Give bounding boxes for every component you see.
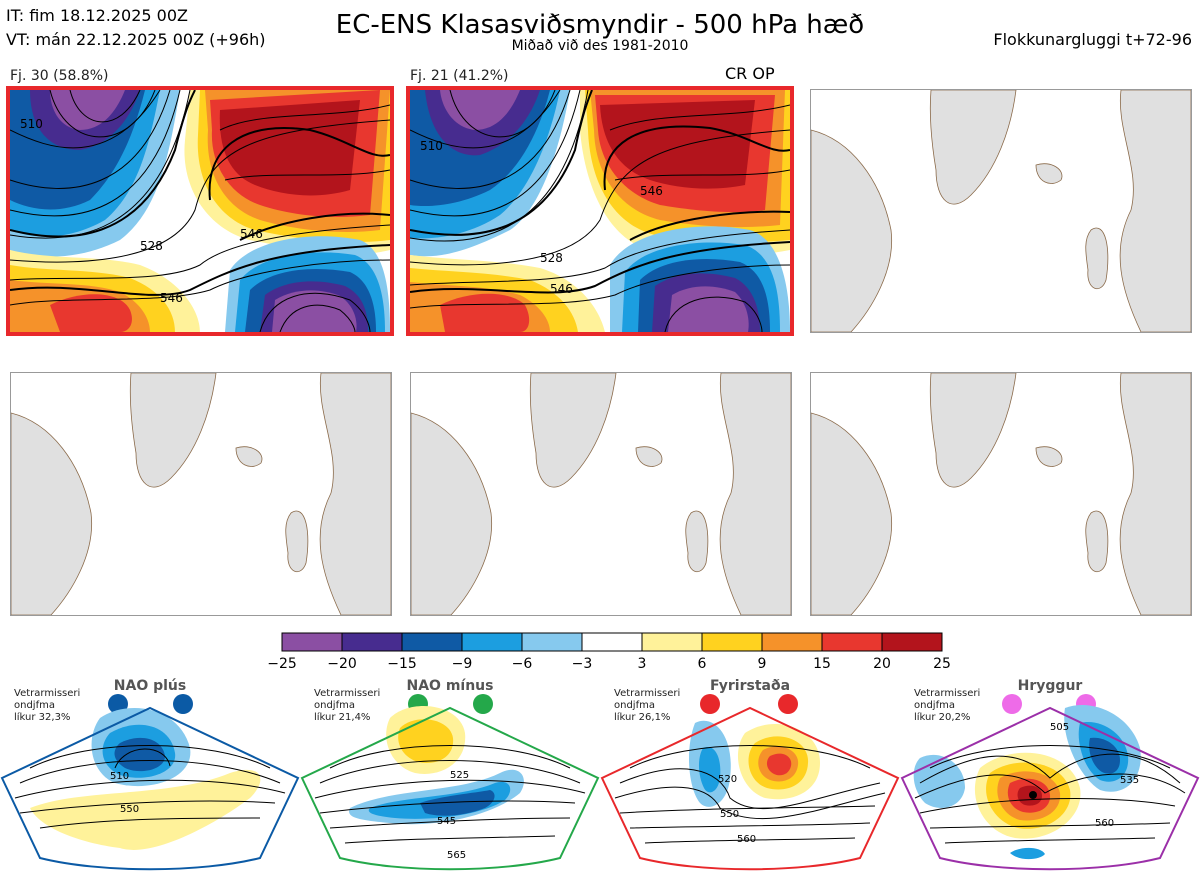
colorbar-tick-label: 25: [933, 656, 951, 672]
regime-marker: [700, 694, 720, 714]
regime-title: NAO plús: [113, 678, 187, 694]
regime-title: NAO mínus: [406, 678, 494, 694]
basemap-5: [411, 373, 791, 615]
cluster-panel-2[interactable]: 528 546 546 510: [406, 86, 794, 336]
colorbar-tick-label: −6: [511, 656, 533, 672]
colorbar-swatch: [821, 632, 883, 652]
colorbar-swatch: [581, 632, 643, 652]
regime-info: Vetrarmisseri ondjfma líkur 21,4%: [314, 688, 380, 724]
initial-time: IT: fim 18.12.2025 00Z: [6, 6, 188, 25]
basemap-3: [811, 90, 1191, 332]
cluster-panel-1[interactable]: 528 546 546 510: [6, 86, 394, 336]
regime-info: Vetrarmisseri ondjfma líkur 20,2%: [914, 688, 980, 724]
colorbar-swatch: [641, 632, 703, 652]
colorbar-tick-label: −9: [451, 656, 473, 672]
colorbar-swatch: [761, 632, 823, 652]
contour-label: 505: [1050, 722, 1069, 733]
colorbar-tick-label: 6: [697, 656, 707, 672]
control-run-tag: CR OP: [725, 64, 775, 83]
regime-info: Vetrarmisseri ondjfma líkur 26,1%: [614, 688, 680, 724]
contour-label: 510: [110, 771, 129, 782]
pressure-centre-dot: [1029, 791, 1037, 799]
colorbar-swatch: [461, 632, 523, 652]
regime-months: ondjfma: [614, 700, 655, 711]
regime-map-nao-plus: 510 550: [0, 694, 300, 871]
regime-probability: líkur 32,3%: [14, 712, 71, 723]
contour-label: 546: [640, 184, 663, 198]
cluster-panel-5-empty: [410, 372, 792, 616]
colorbar-tick-label: 20: [873, 656, 891, 672]
contour-label: 535: [1120, 775, 1139, 786]
chart-title: EC-ENS Klasasviðsmyndir - 500 hPa hæð: [335, 10, 865, 40]
colorbar-tick-label: −15: [387, 656, 417, 672]
panel-2-label: Fj. 21 (41.2%): [410, 68, 509, 84]
contour-label: 550: [120, 804, 139, 815]
anomaly-colorbar: [281, 632, 943, 652]
regime-season: Vetrarmisseri: [914, 688, 981, 699]
contour-label: 528: [540, 251, 563, 265]
cluster-map-1: 528 546 546 510: [10, 90, 390, 332]
colorbar-swatch: [401, 632, 463, 652]
regime-marker: [173, 694, 193, 714]
contour-label: 528: [140, 239, 163, 253]
colorbar-swatch: [281, 632, 343, 652]
regime-probability: líkur 20,2%: [914, 712, 971, 723]
regime-nao-plus[interactable]: NAO plús Vetrarmisseri ondjfma líkur 32,…: [0, 678, 300, 871]
regime-months: ondjfma: [914, 700, 955, 711]
contour-label: 546: [550, 282, 573, 296]
colorbar-tick-label: −25: [267, 656, 297, 672]
regime-marker: [473, 694, 493, 714]
contour-label: 525: [450, 770, 469, 781]
contour-label: 546: [160, 291, 183, 305]
regime-nao-minus[interactable]: NAO mínus Vetrarmisseri ondjfma líkur 21…: [300, 678, 600, 871]
colorbar-tick-label: −20: [327, 656, 357, 672]
valid-time: VT: mán 22.12.2025 00Z (+96h): [6, 30, 266, 49]
regime-info: Vetrarmisseri ondjfma líkur 32,3%: [14, 688, 80, 724]
contour-label: 560: [737, 834, 756, 845]
panel-1-label: Fj. 30 (58.8%): [10, 68, 109, 84]
regime-map-nao-minus: 525 545 565: [300, 694, 600, 871]
regime-season: Vetrarmisseri: [14, 688, 81, 699]
contour-label: 565: [447, 850, 466, 861]
regime-map-blocking: 520 550 560: [600, 694, 900, 871]
regime-map-ridge: 505 535 560: [900, 694, 1200, 871]
regime-title: Hryggur: [1017, 678, 1083, 694]
regime-title: Fyrirstaða: [709, 678, 791, 694]
regime-months: ondjfma: [14, 700, 55, 711]
regime-months: ondjfma: [314, 700, 355, 711]
contour-label: 560: [1095, 818, 1114, 829]
basemap-6: [811, 373, 1191, 615]
cluster-map-2: 528 546 546 510: [410, 90, 790, 332]
colorbar-tick-label: −3: [571, 656, 593, 672]
colorbar-swatch: [701, 632, 763, 652]
regime-marker: [1002, 694, 1022, 714]
basemap-4: [11, 373, 391, 615]
regime-ridge[interactable]: Hryggur Vetrarmisseri ondjfma líkur 20,2…: [900, 678, 1200, 871]
contour-label: 510: [420, 139, 443, 153]
colorbar-tick-label: 15: [813, 656, 831, 672]
contour-label: 545: [437, 816, 456, 827]
contour-label: 550: [720, 809, 739, 820]
regime-marker: [778, 694, 798, 714]
regime-probability: líkur 26,1%: [614, 712, 671, 723]
regime-blocking[interactable]: Fyrirstaða Vetrarmisseri ondjfma líkur 2…: [600, 678, 900, 871]
colorbar-swatch: [341, 632, 403, 652]
regime-probability: líkur 21,4%: [314, 712, 371, 723]
cluster-panel-6-empty: [810, 372, 1192, 616]
regime-season: Vetrarmisseri: [314, 688, 381, 699]
colorbar-tick-label: 9: [757, 656, 767, 672]
contour-label: 546: [240, 227, 263, 241]
regime-season: Vetrarmisseri: [614, 688, 681, 699]
colorbar-swatch: [881, 632, 943, 652]
colorbar-tick-label: 3: [637, 656, 647, 672]
classification-window: Flokkunargluggi t+72-96: [993, 30, 1192, 49]
contour-label: 520: [718, 774, 737, 785]
contour-label: 510: [20, 117, 43, 131]
chart-subtitle: Miðað við des 1981-2010: [511, 38, 689, 54]
cluster-panel-3-empty: [810, 89, 1192, 333]
colorbar-swatch: [521, 632, 583, 652]
cluster-panel-4-empty: [10, 372, 392, 616]
